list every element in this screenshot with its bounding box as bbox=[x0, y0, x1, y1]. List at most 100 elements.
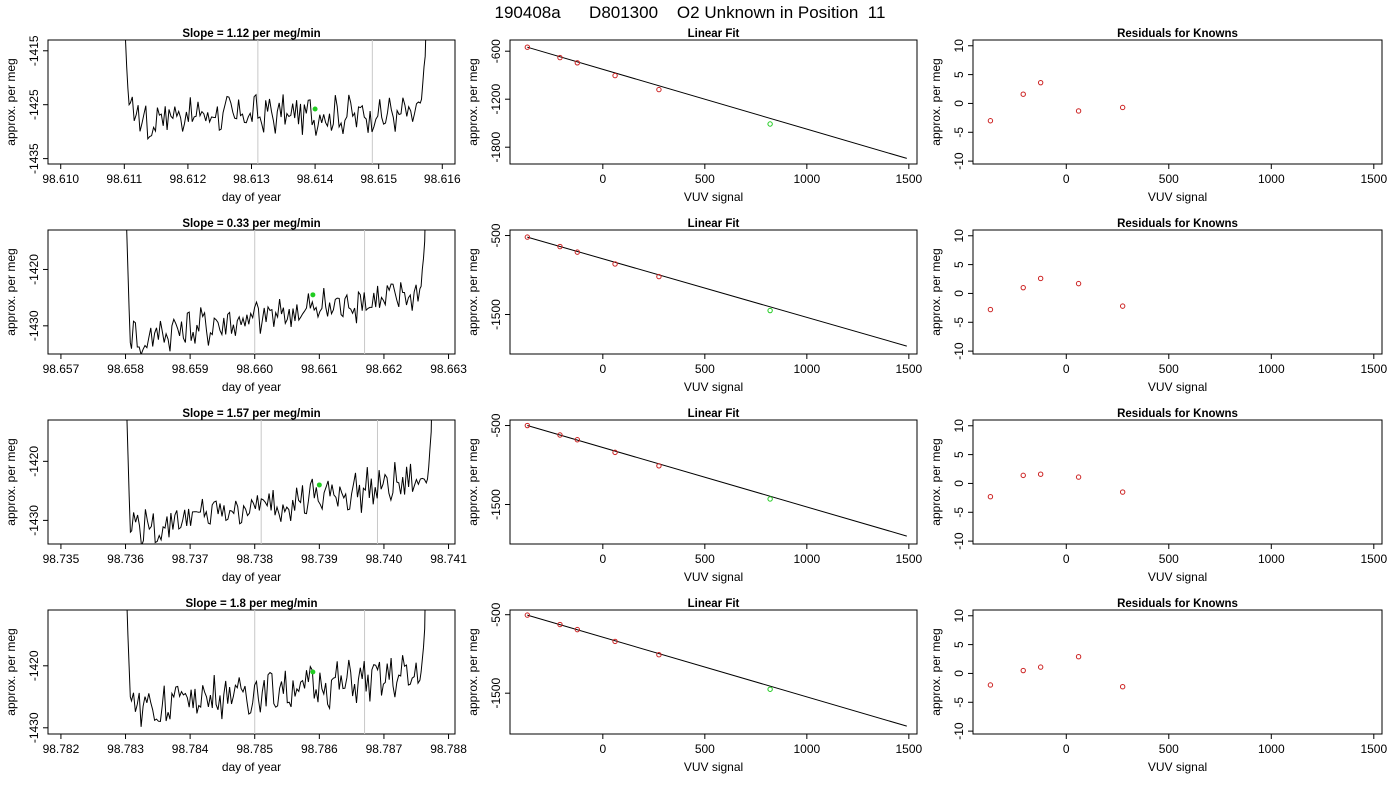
x-axis-label: day of year bbox=[222, 760, 281, 774]
y-tick-label: -1800 bbox=[489, 132, 503, 163]
x-tick-label: 98.785 bbox=[236, 742, 273, 756]
x-tick-label: 1500 bbox=[895, 362, 922, 376]
x-tick-label: 98.657 bbox=[43, 362, 80, 376]
y-axis-label: approx. per meg bbox=[929, 628, 943, 715]
x-tick-label: 500 bbox=[695, 552, 715, 566]
x-tick-label: 98.614 bbox=[297, 172, 334, 186]
x-tick-label: 98.615 bbox=[360, 172, 397, 186]
known-point bbox=[574, 60, 581, 66]
x-tick-label: 98.739 bbox=[301, 552, 338, 566]
fit-line bbox=[527, 614, 907, 727]
x-tick-label: 98.784 bbox=[172, 742, 209, 756]
panel-title: Residuals for Knowns bbox=[1117, 598, 1238, 610]
x-tick-label: 1500 bbox=[1360, 172, 1387, 186]
residual-point bbox=[1020, 284, 1026, 291]
y-axis-label: approx. per meg bbox=[4, 628, 18, 715]
panel-2-3: Residuals for Knowns 0 500 1000 1500 -10 -5 0 5 1… bbox=[929, 218, 1387, 394]
y-tick-label: -1500 bbox=[489, 678, 503, 709]
y-tick-label: -600 bbox=[489, 39, 503, 63]
x-tick-label: 0 bbox=[599, 742, 606, 756]
x-tick-label: 1500 bbox=[1360, 552, 1387, 566]
x-tick-label: 98.660 bbox=[236, 362, 273, 376]
panel-title: Slope = 1.57 per meg/min bbox=[182, 408, 320, 420]
y-tick-label: 0 bbox=[952, 480, 966, 487]
x-tick-label: 98.741 bbox=[430, 552, 467, 566]
y-axis-label: approx. per meg bbox=[929, 58, 943, 145]
y-tick-label: 5 bbox=[952, 71, 966, 78]
x-tick-label: 500 bbox=[1159, 552, 1179, 566]
plot-area bbox=[524, 44, 907, 159]
x-axis-label: VUV signal bbox=[1148, 380, 1207, 394]
residual-point bbox=[1075, 474, 1082, 480]
y-axis-label: approx. per meg bbox=[929, 438, 943, 525]
x-axis-label: VUV signal bbox=[1148, 190, 1207, 204]
panel-title: Linear Fit bbox=[688, 218, 740, 230]
unknown-marker bbox=[312, 106, 318, 112]
x-tick-label: 1000 bbox=[1258, 742, 1285, 756]
x-tick-label: 0 bbox=[1063, 172, 1070, 186]
x-tick-label: 0 bbox=[1063, 362, 1070, 376]
y-tick-label: -1500 bbox=[489, 299, 503, 330]
plot-frame bbox=[972, 609, 1383, 735]
plot-frame bbox=[509, 419, 918, 545]
known-point bbox=[656, 86, 662, 93]
y-axis-label: approx. per meg bbox=[466, 438, 480, 525]
y-tick-label: -10 bbox=[952, 342, 966, 360]
y-tick-label: -1430 bbox=[27, 310, 41, 341]
x-tick-label: 98.611 bbox=[106, 172, 142, 186]
x-tick-label: 98.738 bbox=[236, 552, 273, 566]
x-tick-label: 0 bbox=[1063, 742, 1070, 756]
y-tick-label: -1420 bbox=[27, 446, 41, 477]
residual-point bbox=[1020, 667, 1026, 674]
y-axis-label: approx. per meg bbox=[4, 58, 18, 145]
y-axis-label: approx. per meg bbox=[4, 438, 18, 525]
y-tick-label: 10 bbox=[952, 39, 966, 53]
x-tick-label: 98.662 bbox=[366, 362, 403, 376]
panel-grid: Slope = 1.12 per meg/min 98.610 98.611 98.6… bbox=[4, 28, 1387, 774]
plot-area bbox=[126, 230, 426, 354]
known-point bbox=[557, 621, 563, 628]
x-axis-label: VUV signal bbox=[684, 760, 743, 774]
x-tick-label: 1000 bbox=[793, 552, 820, 566]
y-axis-label: approx. per meg bbox=[466, 248, 480, 335]
x-tick-label: 98.613 bbox=[233, 172, 270, 186]
panel-4-3: Residuals for Knowns 0 500 1000 1500 -10 -5 0 5 1… bbox=[929, 598, 1387, 774]
unknown-point bbox=[767, 686, 773, 692]
known-point bbox=[524, 234, 531, 240]
x-tick-label: 1500 bbox=[1360, 742, 1387, 756]
residual-point bbox=[1119, 104, 1126, 111]
plot-area bbox=[524, 234, 907, 347]
plot-frame bbox=[972, 419, 1383, 545]
known-point bbox=[656, 652, 662, 658]
unknown-point bbox=[767, 121, 773, 127]
x-tick-label: 500 bbox=[1159, 362, 1179, 376]
x-tick-label: 1000 bbox=[1258, 362, 1285, 376]
panel-title: Residuals for Knowns bbox=[1117, 218, 1238, 230]
y-tick-label: 10 bbox=[952, 229, 966, 243]
x-tick-label: 98.782 bbox=[43, 742, 80, 756]
known-point bbox=[574, 626, 581, 633]
residual-point bbox=[1037, 664, 1044, 670]
unknown-marker bbox=[310, 292, 316, 298]
y-axis-label: approx. per meg bbox=[466, 58, 480, 145]
x-tick-label: 98.735 bbox=[43, 552, 80, 566]
y-tick-label: -5 bbox=[952, 507, 966, 518]
residual-point bbox=[1037, 471, 1044, 477]
y-axis-label: approx. per meg bbox=[466, 628, 480, 715]
figure-title: 190408a D801300 O2 Unknown in Position 1… bbox=[495, 3, 886, 22]
x-axis-label: VUV signal bbox=[1148, 570, 1207, 584]
series-trace bbox=[124, 40, 427, 141]
residual-point bbox=[1075, 108, 1082, 114]
panel-4-2: Linear Fit 0 500 1000 1500 -500 -1500 VUV signa… bbox=[466, 598, 923, 774]
x-tick-label: 98.740 bbox=[366, 552, 403, 566]
panel-title: Linear Fit bbox=[688, 28, 740, 40]
x-axis-label: day of year bbox=[222, 570, 281, 584]
unknown-point bbox=[767, 307, 773, 314]
x-axis-label: VUV signal bbox=[684, 570, 743, 584]
x-tick-label: 1500 bbox=[895, 742, 922, 756]
y-tick-label: -1415 bbox=[27, 35, 41, 66]
known-point bbox=[557, 432, 563, 438]
panel-title: Slope = 0.33 per meg/min bbox=[182, 218, 320, 230]
x-tick-label: 1500 bbox=[895, 552, 922, 566]
y-tick-label: 5 bbox=[952, 451, 966, 458]
